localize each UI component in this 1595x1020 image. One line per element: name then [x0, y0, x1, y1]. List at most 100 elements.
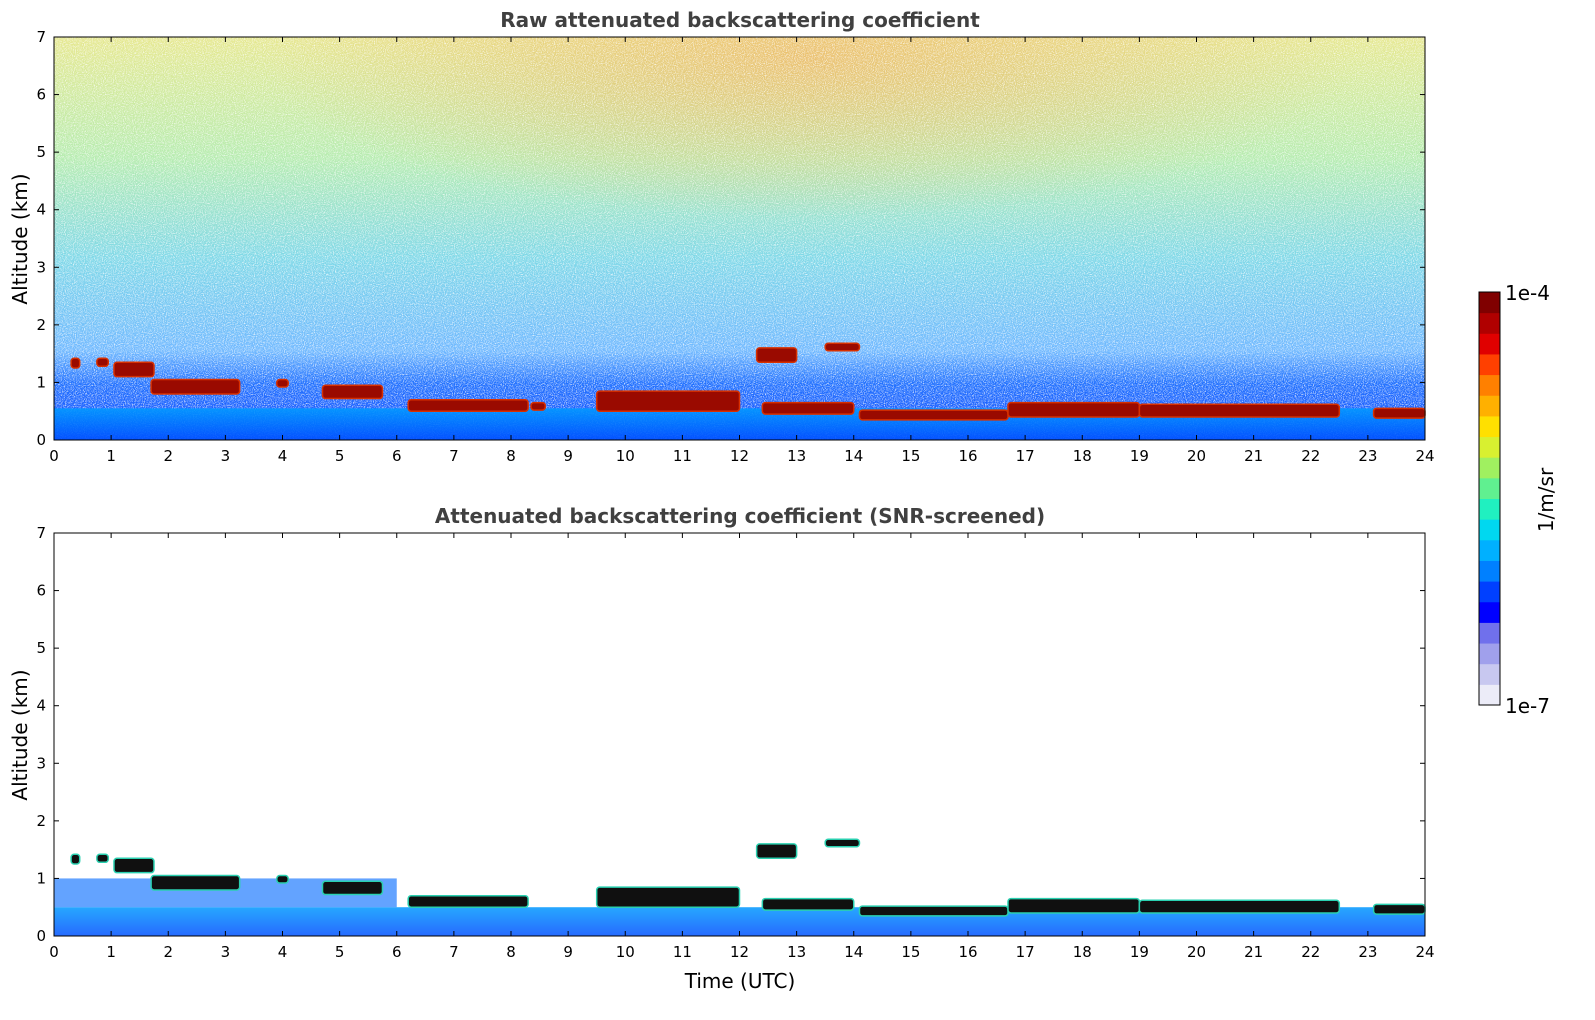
y-tick-label: 1 — [36, 869, 46, 887]
x-tick-label: 8 — [506, 943, 516, 961]
x-tick-label: 21 — [1244, 447, 1263, 465]
y-tick-label: 4 — [36, 697, 46, 715]
colorbar-swatch — [1479, 353, 1500, 376]
cloud-layer — [824, 342, 861, 352]
cloud-layer — [70, 357, 81, 369]
chart-title: Raw attenuated backscattering coefficien… — [500, 8, 980, 32]
x-tick-label: 20 — [1187, 447, 1206, 465]
x-tick-label: 1 — [106, 943, 116, 961]
screened-y-axis: 0 1 2 3 4 5 6 7 — [36, 524, 1425, 945]
colorbar-swatch — [1479, 374, 1500, 396]
x-tick-label: 22 — [1301, 447, 1320, 465]
x-tick-label: 17 — [1016, 943, 1035, 961]
colorbar-swatch — [1479, 684, 1500, 706]
colorbar-swatch — [1479, 457, 1500, 479]
cloud-layer — [96, 853, 110, 864]
raw-cloud-layer-group — [70, 342, 1426, 421]
x-tick-label: 11 — [673, 943, 692, 961]
x-axis-label: Time (UTC) — [684, 969, 796, 993]
raw-plot-area — [54, 37, 1425, 440]
colorbar-swatch — [1479, 663, 1500, 685]
x-tick-label: 4 — [278, 447, 288, 465]
raw-x-axis: 0 1 2 3 4 5 6 7 8 9 10 11 12 13 14 15 16 17 18 19 20 21 22 23 24 — [49, 37, 1435, 465]
colorbar-swatch — [1479, 622, 1500, 644]
colorbar-swatches — [1479, 292, 1500, 706]
cloud-layer — [1138, 403, 1341, 418]
colorbar-swatch — [1479, 643, 1500, 665]
x-tick-label: 10 — [616, 447, 635, 465]
colorbar-swatch — [1479, 581, 1500, 603]
screened-background — [54, 533, 1425, 936]
cloud-layer — [1007, 401, 1141, 418]
x-tick-label: 21 — [1244, 943, 1263, 961]
x-tick-label: 19 — [1130, 943, 1149, 961]
cloud-layer — [113, 857, 155, 874]
y-tick-label: 6 — [36, 582, 46, 600]
cloud-layer — [1138, 899, 1341, 914]
cloud-layer — [858, 409, 1009, 421]
colorbar-swatch — [1479, 436, 1500, 458]
x-tick-label: 7 — [449, 447, 459, 465]
x-tick-label: 8 — [506, 447, 516, 465]
cloud-layer — [824, 838, 861, 848]
colorbar-swatch — [1479, 519, 1500, 541]
colorbar: 1e-4 1e-7 1/m/sr — [1478, 281, 1558, 718]
cloud-layer — [113, 361, 155, 378]
y-tick-label: 0 — [36, 927, 46, 945]
cloud-layer — [755, 843, 798, 860]
x-tick-label: 4 — [278, 943, 288, 961]
cloud-layer — [96, 357, 110, 368]
x-tick-label: 6 — [392, 943, 402, 961]
cloud-layer — [755, 347, 798, 364]
colorbar-swatch — [1479, 560, 1500, 582]
x-tick-label: 13 — [787, 447, 806, 465]
x-tick-label: 12 — [730, 447, 749, 465]
x-tick-label: 0 — [49, 447, 59, 465]
cloud-layer — [150, 378, 241, 395]
x-tick-label: 3 — [221, 943, 231, 961]
colorbar-swatch — [1479, 292, 1500, 314]
y-tick-label: 5 — [36, 639, 46, 657]
cloud-layer — [1372, 903, 1426, 915]
cloud-layer — [530, 401, 547, 411]
colorbar-frame — [1478, 291, 1501, 706]
x-tick-label: 16 — [958, 943, 977, 961]
colorbar-swatch — [1479, 498, 1500, 520]
x-tick-label: 15 — [901, 943, 920, 961]
x-tick-label: 5 — [335, 943, 345, 961]
x-tick-label: 2 — [163, 447, 173, 465]
screened-plot-area — [54, 533, 1425, 936]
screened-backscatter-panel: Attenuated backscattering coefficient (S… — [8, 504, 1435, 993]
y-axis-label: Altitude (km) — [8, 669, 32, 800]
screened-cloud-layer-group — [70, 838, 1426, 917]
raw-backscatter-panel: Raw attenuated backscattering coefficien… — [8, 8, 1435, 465]
y-tick-label: 0 — [36, 431, 46, 449]
y-tick-label: 6 — [36, 86, 46, 104]
x-tick-label: 18 — [1073, 943, 1092, 961]
cloud-layer — [858, 905, 1009, 917]
x-tick-label: 5 — [335, 447, 345, 465]
cloud-layer — [407, 894, 529, 908]
x-tick-label: 0 — [49, 943, 59, 961]
cloud-layer — [761, 897, 855, 911]
raw-y-axis: 0 1 2 3 4 5 6 7 — [36, 28, 1425, 449]
x-tick-label: 6 — [392, 447, 402, 465]
noise-speckle — [54, 37, 1425, 440]
colorbar-swatch — [1479, 477, 1500, 499]
cloud-layer — [761, 401, 855, 415]
cloud-layer — [150, 874, 241, 891]
x-tick-label: 13 — [787, 943, 806, 961]
y-tick-label: 5 — [36, 143, 46, 161]
x-tick-label: 2 — [163, 943, 173, 961]
colorbar-swatch — [1479, 415, 1500, 438]
x-tick-label: 11 — [673, 447, 692, 465]
cloud-layer — [595, 886, 741, 908]
colorbar-unit-label: 1/m/sr — [1534, 467, 1558, 532]
cloud-layer — [1372, 407, 1426, 419]
y-axis-label: Altitude (km) — [8, 173, 32, 304]
x-tick-label: 22 — [1301, 943, 1320, 961]
colorbar-swatch — [1479, 601, 1500, 623]
x-tick-label: 12 — [730, 943, 749, 961]
colorbar-swatch — [1479, 395, 1500, 417]
